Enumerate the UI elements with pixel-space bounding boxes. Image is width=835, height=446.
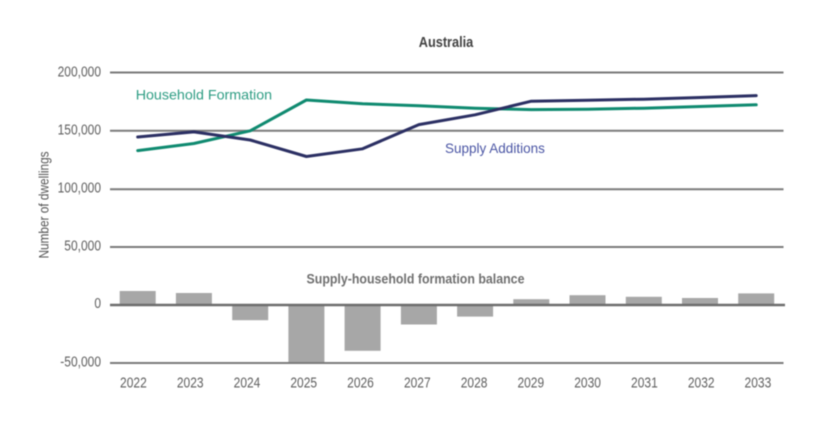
svg-text:2032: 2032 [688,374,715,391]
svg-text:2024: 2024 [234,374,261,391]
svg-text:Australia: Australia [419,33,474,50]
svg-text:2023: 2023 [177,374,204,391]
svg-text:2033: 2033 [745,374,772,391]
svg-text:100,000: 100,000 [58,179,102,196]
svg-text:2026: 2026 [347,374,374,391]
svg-text:Supply-household formation bal: Supply-household formation balance [307,271,525,287]
svg-text:200,000: 200,000 [58,63,102,80]
svg-text:50,000: 50,000 [64,237,101,254]
svg-text:Number of dwellings: Number of dwellings [36,151,52,259]
svg-text:2031: 2031 [631,374,658,391]
svg-text:0: 0 [94,295,101,312]
svg-text:150,000: 150,000 [58,121,102,138]
svg-text:2030: 2030 [574,374,601,391]
svg-text:Supply Additions: Supply Additions [445,141,545,156]
svg-text:Household Formation: Household Formation [136,87,272,103]
svg-text:-50,000: -50,000 [60,353,101,370]
svg-text:2028: 2028 [461,374,488,391]
svg-text:2027: 2027 [404,374,431,391]
svg-text:2025: 2025 [290,374,317,391]
svg-text:2029: 2029 [517,374,544,391]
svg-text:2022: 2022 [120,374,147,391]
